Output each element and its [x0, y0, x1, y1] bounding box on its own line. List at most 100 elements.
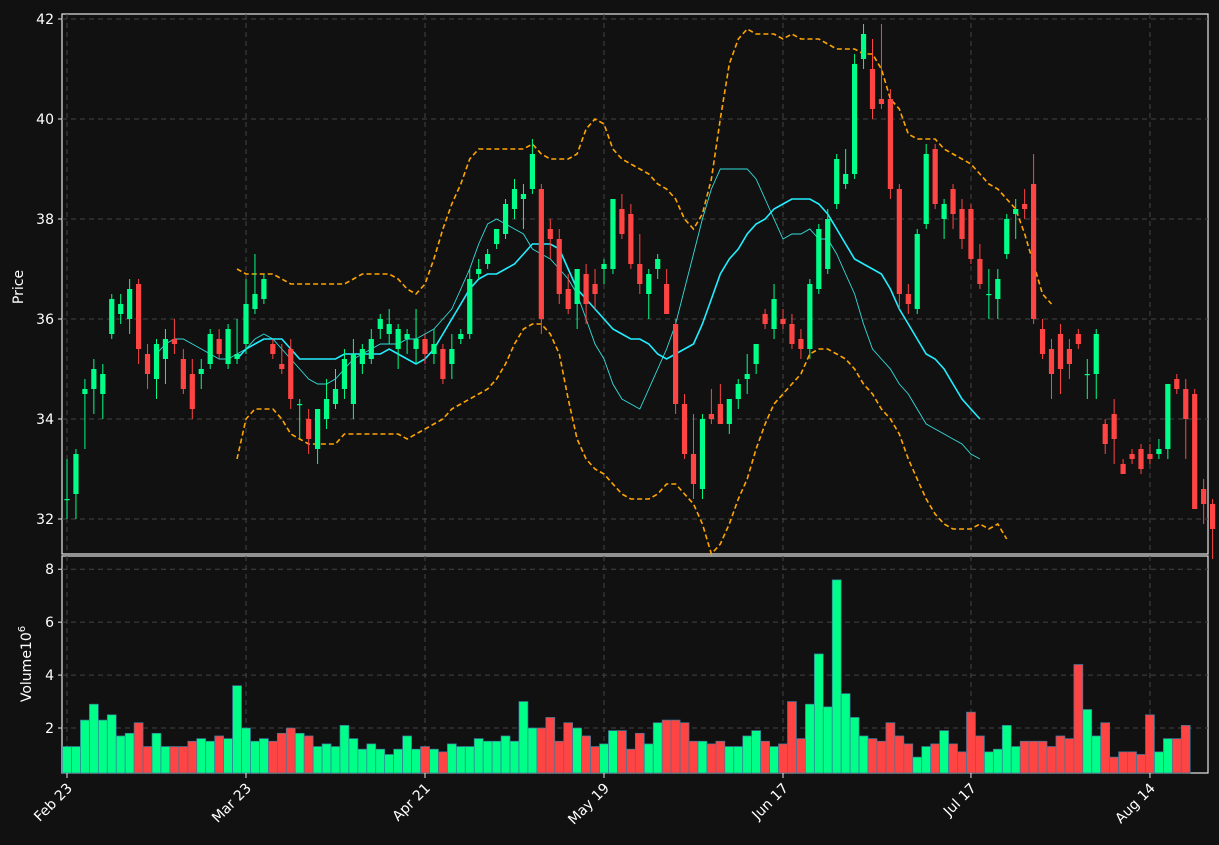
- candle-body: [1048, 349, 1055, 374]
- volume-bar: [1145, 714, 1155, 774]
- candle-body: [1022, 204, 1028, 209]
- candle-body: [1129, 454, 1135, 459]
- candle-body: [1210, 504, 1216, 529]
- volume-bar: [554, 740, 565, 774]
- volume-bar: [697, 740, 708, 774]
- candles: [64, 24, 1216, 559]
- candle-body: [73, 454, 79, 494]
- volume-bar: [509, 740, 520, 774]
- volume-bar: [912, 756, 923, 774]
- candle-body: [565, 289, 571, 309]
- candle-body: [404, 334, 410, 339]
- volume-bar: [276, 732, 287, 774]
- volume-bar: [805, 703, 815, 774]
- candle-body: [1201, 489, 1207, 504]
- volume-bar: [464, 746, 475, 774]
- volume-bar: [1100, 722, 1111, 774]
- volume-bar: [259, 738, 269, 774]
- candle-body: [368, 339, 374, 359]
- volume-bar: [160, 746, 171, 774]
- volume-bar: [617, 730, 627, 774]
- candle-body: [1057, 334, 1064, 369]
- candle-body: [1174, 379, 1180, 389]
- candle-body: [1183, 389, 1189, 419]
- price-axis-label: Price: [11, 270, 27, 304]
- volume-bar: [975, 735, 985, 774]
- volume-bar: [966, 711, 976, 774]
- volume-bar: [294, 732, 305, 774]
- candle-body: [118, 304, 124, 314]
- candle-body: [592, 284, 598, 294]
- candle-body: [91, 369, 97, 389]
- candle-body: [1102, 424, 1108, 444]
- volume-bar: [563, 722, 574, 774]
- volume-bar: [858, 735, 869, 774]
- candle-body: [556, 239, 562, 294]
- volume-bar: [939, 730, 949, 774]
- candle-body: [261, 279, 267, 299]
- candle-body: [109, 299, 115, 334]
- volume-bar: [822, 706, 833, 774]
- candle-body: [798, 339, 804, 349]
- candle-body: [171, 339, 177, 344]
- candle-body: [1084, 374, 1090, 376]
- volume-bar: [330, 746, 341, 774]
- candle-body: [395, 329, 401, 349]
- candle-body: [655, 259, 661, 269]
- volume-bar: [1163, 738, 1173, 774]
- candle-body: [449, 349, 455, 364]
- candle-body: [762, 314, 768, 324]
- candle-body: [905, 294, 911, 304]
- candle-body: [968, 209, 974, 259]
- volume-bar: [223, 738, 233, 774]
- volume-bar: [921, 746, 932, 774]
- candle-body: [789, 324, 795, 344]
- candle-body: [664, 284, 670, 314]
- candle-body: [100, 374, 106, 394]
- volume-bar: [1073, 664, 1084, 774]
- candle-body: [1138, 449, 1144, 469]
- volume-bar: [402, 735, 412, 774]
- volume-axis-label-exponent: 6: [17, 626, 28, 632]
- candle-body: [887, 99, 893, 189]
- volume-bar: [1028, 740, 1039, 774]
- volume-bar: [447, 743, 457, 774]
- candle-body: [574, 269, 580, 304]
- volume-bar: [491, 740, 502, 774]
- volume-bar: [778, 743, 788, 774]
- candle-body: [1066, 349, 1072, 364]
- candle-body: [82, 389, 88, 394]
- volume-bar: [1127, 751, 1137, 774]
- volume-bar: [769, 746, 779, 774]
- candle-body: [959, 209, 965, 239]
- volume-axis-label-base: 10: [19, 632, 35, 650]
- volume-bar: [840, 693, 851, 774]
- volume-bar: [429, 748, 439, 774]
- volume-axis-label: Volume106: [17, 626, 35, 702]
- volume-bar: [1064, 738, 1075, 774]
- candle-body: [1165, 384, 1171, 449]
- candle-body: [1111, 414, 1117, 439]
- volume-bar: [545, 717, 556, 774]
- volume-bar: [930, 743, 940, 774]
- price-tick-label: 32: [36, 512, 54, 528]
- volume-axis-label-text: Volume: [19, 650, 35, 702]
- candle-body: [699, 419, 706, 489]
- candle-body: [986, 294, 992, 296]
- candle-body: [306, 419, 312, 439]
- candle-body: [1192, 394, 1198, 509]
- volume-bar: [715, 740, 726, 774]
- volume-bar: [643, 743, 654, 774]
- candle-body: [153, 344, 160, 379]
- volume-bar: [500, 735, 511, 774]
- candle-body: [1147, 454, 1153, 459]
- volume-bar: [1180, 725, 1191, 774]
- bollinger-bands: [236, 27, 1053, 556]
- volume-bar: [626, 748, 636, 774]
- candle-body: [843, 174, 849, 184]
- candle-body: [717, 404, 723, 424]
- candle-body: [332, 389, 339, 404]
- volume-bar: [268, 740, 278, 774]
- candle-body: [610, 199, 616, 269]
- candle-body: [619, 209, 625, 234]
